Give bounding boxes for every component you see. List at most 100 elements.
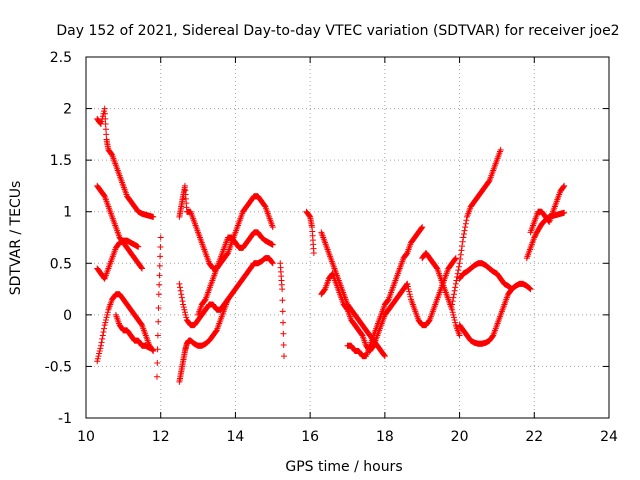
series-sat-b — [94, 182, 146, 272]
y-tick-label: 2.5 — [50, 50, 72, 66]
interp-point — [459, 243, 466, 250]
data-point — [452, 255, 459, 262]
interp-point — [455, 263, 462, 270]
interp-point — [178, 291, 185, 298]
interp-point — [462, 220, 469, 227]
interp-point — [526, 285, 533, 292]
series-sat-k — [277, 260, 287, 360]
interp-point — [384, 297, 391, 304]
series-sat-p — [404, 255, 459, 329]
interp-point — [507, 285, 514, 292]
interp-point — [181, 306, 188, 313]
interp-point — [103, 314, 110, 321]
interp-point — [450, 314, 457, 321]
interp-point — [179, 298, 186, 305]
interp-point — [138, 321, 145, 328]
interp-point — [101, 110, 108, 117]
interp-point — [405, 286, 412, 293]
interp-point — [407, 293, 414, 300]
interp-point — [154, 332, 161, 339]
interp-point — [224, 250, 231, 257]
series-sat-l — [303, 208, 317, 256]
series-sat-q — [419, 249, 463, 339]
interp-point — [155, 318, 162, 325]
data-point — [310, 249, 317, 256]
interp-point — [279, 308, 286, 315]
data-point — [269, 260, 276, 267]
interp-point — [94, 355, 101, 362]
series-sat-e — [112, 311, 153, 351]
interp-point — [454, 270, 461, 277]
data-points — [94, 105, 568, 385]
interp-point — [450, 311, 457, 318]
interp-point — [461, 227, 468, 234]
interp-point — [181, 309, 188, 316]
interp-point — [381, 352, 388, 359]
data-point — [381, 353, 388, 360]
series-sat-s — [456, 280, 534, 347]
data-point — [456, 260, 463, 267]
interp-point — [104, 311, 111, 318]
series-sat-d — [94, 237, 142, 282]
data-point — [527, 286, 534, 293]
data-point — [101, 322, 108, 329]
data-point — [460, 234, 467, 241]
interp-point — [489, 333, 496, 340]
y-tick-label: 0.5 — [50, 256, 72, 272]
interp-point — [101, 325, 108, 332]
x-axis-label: GPS time / hours — [285, 459, 402, 475]
interp-point — [138, 264, 145, 271]
interp-point — [102, 115, 109, 122]
interp-point — [406, 291, 413, 298]
interp-point — [451, 317, 458, 324]
interp-point — [154, 346, 161, 353]
series-sat-v — [523, 209, 568, 262]
interp-point — [180, 304, 187, 311]
interp-point — [485, 178, 492, 185]
data-point — [157, 234, 164, 241]
data-point — [94, 358, 101, 365]
series-sat-f — [153, 234, 164, 380]
interp-point — [98, 118, 105, 125]
data-point — [150, 213, 157, 220]
data-point — [135, 243, 142, 250]
interp-point — [457, 255, 464, 262]
series-sat-u — [527, 182, 568, 236]
data-point — [449, 301, 456, 308]
gridlines — [86, 57, 609, 418]
data-point — [280, 353, 287, 360]
y-tick-label: 1.5 — [50, 153, 72, 169]
data-point — [269, 224, 276, 231]
series-sat-h — [176, 182, 276, 272]
series-sat-i — [176, 255, 276, 329]
interp-point — [201, 297, 208, 304]
interp-point — [433, 264, 440, 271]
interp-point — [108, 151, 115, 158]
interp-point — [453, 277, 460, 284]
data-point — [452, 280, 459, 287]
data-point — [449, 306, 456, 313]
interp-point — [343, 305, 350, 312]
interp-point — [157, 253, 164, 260]
interp-point — [102, 319, 109, 326]
data-point — [269, 241, 276, 248]
data-point — [97, 342, 104, 349]
interp-point — [463, 217, 470, 224]
interp-point — [449, 309, 456, 316]
interp-point — [177, 284, 184, 291]
interp-point — [156, 262, 163, 269]
series-sat-c — [94, 291, 157, 365]
series-sat-m — [318, 229, 388, 360]
interp-point — [101, 108, 108, 115]
interp-point — [450, 291, 457, 298]
interp-point — [183, 314, 190, 321]
series-sat-t — [456, 260, 515, 293]
axis-ticks: 10 12 14 16 18 20 22 24 -1 -0.5 0 0.5 1 1.5 2 2.5 — [45, 50, 618, 445]
data-point — [176, 280, 183, 287]
interp-point — [460, 231, 467, 238]
interp-point — [177, 287, 184, 294]
interp-point — [306, 213, 313, 220]
data-point — [150, 347, 157, 354]
interp-point — [213, 328, 220, 335]
